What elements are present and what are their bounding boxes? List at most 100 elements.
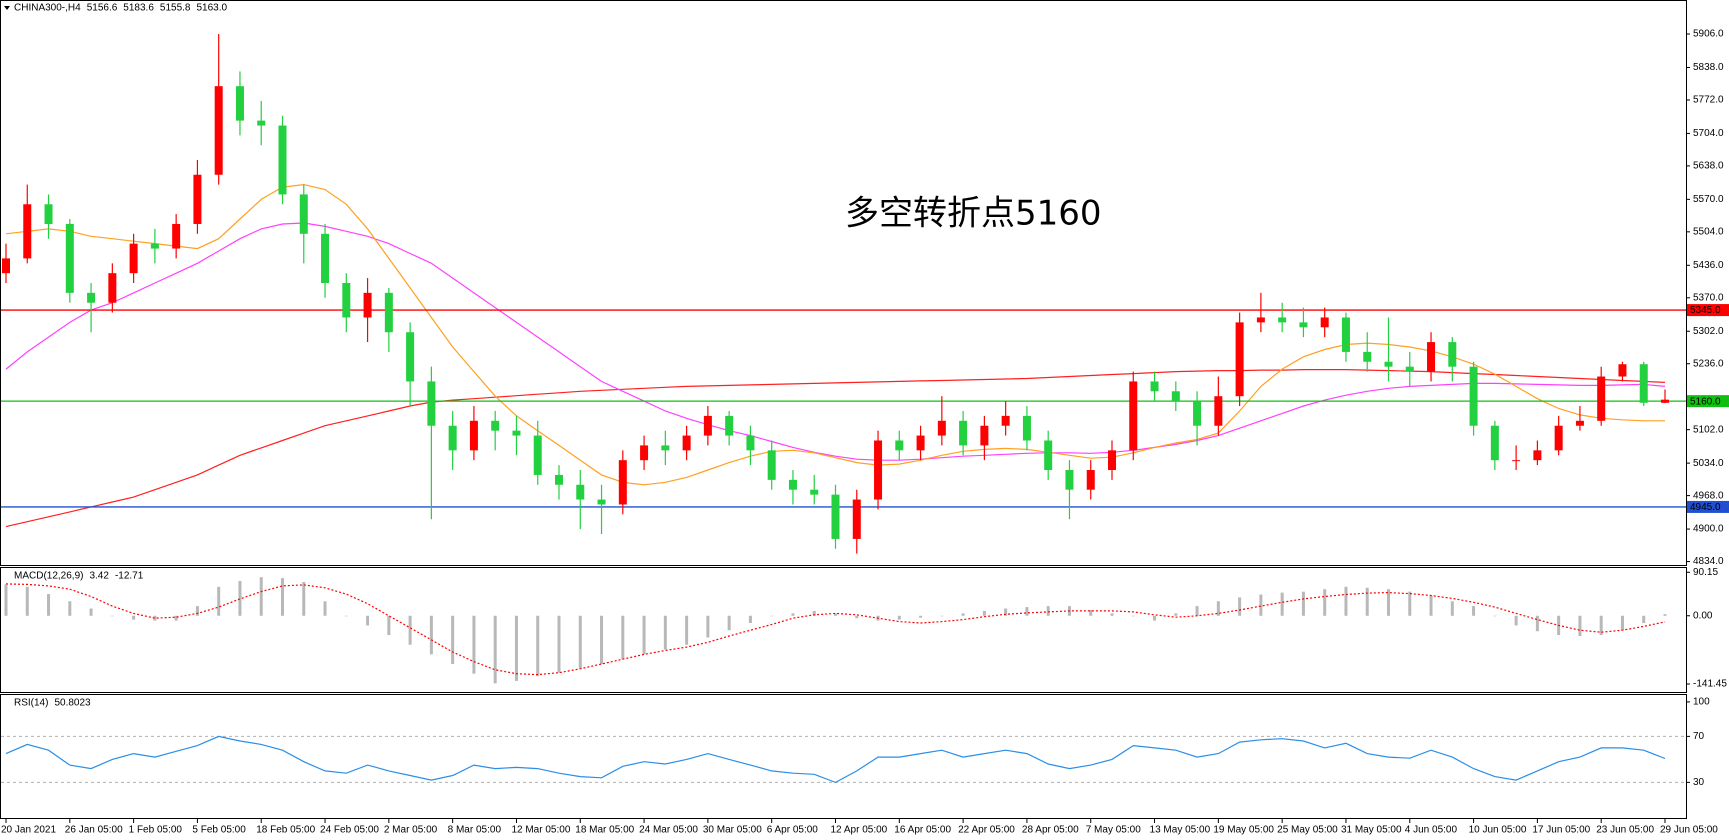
x-tick-label: 22 Apr 05:00 bbox=[958, 825, 1015, 836]
macd-bar bbox=[344, 615, 348, 617]
macd-bar bbox=[1174, 613, 1178, 616]
y-tick-label: 70 bbox=[1693, 731, 1705, 742]
candle-body bbox=[1171, 391, 1180, 402]
macd-bar bbox=[89, 608, 93, 616]
macd-bar bbox=[1642, 615, 1646, 624]
candle-body bbox=[1363, 351, 1372, 362]
candle-body bbox=[980, 425, 989, 446]
macd-bar bbox=[429, 615, 433, 655]
y-tick-label: 5034.0 bbox=[1693, 458, 1724, 469]
candle-body bbox=[1469, 366, 1478, 426]
x-tick-label: 4 Jun 05:00 bbox=[1405, 825, 1458, 836]
x-tick-label: 31 May 05:00 bbox=[1341, 825, 1402, 836]
candle-body bbox=[533, 435, 542, 475]
macd-bar bbox=[217, 586, 221, 616]
candle-body bbox=[1086, 470, 1095, 490]
macd-bar bbox=[1259, 594, 1263, 616]
macd-bar bbox=[557, 615, 561, 673]
candle-body bbox=[1256, 317, 1265, 323]
candle-body bbox=[1108, 450, 1116, 471]
macd-bar bbox=[1280, 592, 1284, 616]
candle-body bbox=[1193, 401, 1202, 426]
candle-body bbox=[597, 499, 606, 505]
menu-triangle bbox=[4, 6, 10, 10]
candle-body bbox=[129, 243, 138, 274]
macd-bar bbox=[685, 615, 689, 645]
x-tick-label: 29 Jun 05:00 bbox=[1660, 825, 1718, 836]
candle-body bbox=[618, 460, 627, 505]
x-tick-label: 1 Feb 05:00 bbox=[129, 825, 183, 836]
macd-bar bbox=[1025, 607, 1029, 616]
macd-bar bbox=[536, 615, 540, 677]
panel-title: MACD(12,26,9) bbox=[14, 571, 83, 582]
macd-bar bbox=[281, 578, 284, 616]
candle-body bbox=[1278, 317, 1287, 323]
macd-bar bbox=[451, 615, 455, 665]
x-tick-label: 19 May 05:00 bbox=[1213, 825, 1274, 836]
candle-body bbox=[214, 86, 223, 175]
panel-title: RSI(14) bbox=[14, 698, 48, 709]
candle-body bbox=[1320, 317, 1329, 328]
x-tick-label: 18 Mar 05:00 bbox=[575, 825, 634, 836]
candle-body bbox=[87, 292, 96, 303]
candle-body bbox=[150, 243, 159, 249]
macd-bar bbox=[578, 615, 582, 669]
level-badge bbox=[1687, 395, 1729, 408]
level-badge bbox=[1687, 500, 1729, 513]
x-tick-label: 28 Apr 05:00 bbox=[1022, 825, 1079, 836]
candle-body bbox=[916, 435, 925, 451]
macd-bar bbox=[897, 615, 901, 620]
macd-bar bbox=[1450, 601, 1454, 616]
candle-body bbox=[661, 445, 670, 451]
x-tick-label: 13 May 05:00 bbox=[1150, 825, 1211, 836]
candle-body bbox=[406, 332, 415, 382]
macd-bar bbox=[238, 581, 242, 616]
macd-bar bbox=[493, 615, 497, 684]
macd-bar bbox=[387, 615, 391, 636]
macd-bar bbox=[1408, 591, 1412, 616]
candle-body bbox=[1405, 366, 1414, 372]
x-tick-label: 24 Mar 05:00 bbox=[639, 825, 698, 836]
macd-bar bbox=[366, 615, 370, 626]
macd-bar bbox=[791, 613, 795, 616]
macd-panel-frame bbox=[0, 567, 1687, 693]
y-tick-label: 5102.0 bbox=[1693, 424, 1724, 435]
candle-body bbox=[193, 174, 202, 224]
macd-bar bbox=[1535, 615, 1539, 632]
macd-bar bbox=[961, 613, 965, 616]
macd-bar bbox=[812, 610, 816, 616]
x-tick-label: 18 Feb 05:00 bbox=[256, 825, 315, 836]
macd-bar bbox=[174, 615, 178, 621]
x-tick-label: 17 Jun 05:00 bbox=[1532, 825, 1590, 836]
x-tick-label: 12 Apr 05:00 bbox=[831, 825, 888, 836]
ohlc-value: 5183.6 bbox=[123, 3, 154, 14]
candle-body bbox=[427, 381, 436, 426]
candle-body bbox=[512, 430, 521, 436]
macd-bar bbox=[663, 615, 667, 650]
candle-body bbox=[299, 194, 308, 234]
candle-body bbox=[852, 499, 861, 539]
x-tick-label: 10 Jun 05:00 bbox=[1469, 825, 1527, 836]
x-tick-label: 30 Mar 05:00 bbox=[703, 825, 762, 836]
macd-bar bbox=[1365, 587, 1369, 616]
signal-value: -12.71 bbox=[115, 571, 144, 582]
macd-bar bbox=[1153, 615, 1157, 621]
macd-bar bbox=[1493, 615, 1497, 617]
level-badge bbox=[1687, 304, 1729, 317]
level-label: 4945.0 bbox=[1690, 502, 1721, 513]
x-tick-label: 7 May 05:00 bbox=[1086, 825, 1141, 836]
candle-body bbox=[1150, 381, 1159, 392]
candle-body bbox=[278, 125, 287, 195]
candle-body bbox=[257, 120, 266, 126]
candle-body bbox=[172, 223, 181, 249]
x-tick-label: 5 Feb 05:00 bbox=[192, 825, 246, 836]
macd-bar bbox=[600, 615, 604, 665]
candle-body bbox=[895, 440, 904, 451]
ohlc-value: 5155.8 bbox=[160, 3, 191, 14]
candle-body bbox=[2, 258, 10, 274]
candle-body bbox=[1065, 470, 1074, 490]
candle-body bbox=[384, 292, 393, 333]
candle-body bbox=[321, 233, 330, 284]
